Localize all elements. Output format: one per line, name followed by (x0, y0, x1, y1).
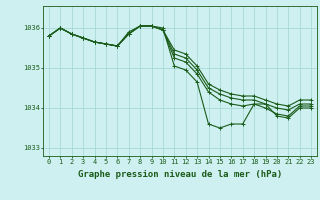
X-axis label: Graphe pression niveau de la mer (hPa): Graphe pression niveau de la mer (hPa) (78, 170, 282, 179)
